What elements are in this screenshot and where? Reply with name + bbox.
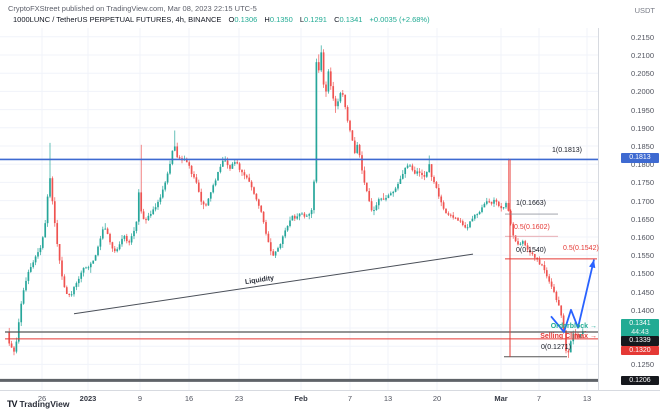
time-tick-label: 7 [347,394,353,403]
selling-climax-label: Selling Climax → [540,333,597,340]
price-badge: 0.1341 44:43 [621,319,659,337]
price-tick-label: 0.2100 [631,51,654,60]
time-tick-label: 13 [582,394,592,403]
high-key: H [264,15,270,24]
price-tick-label: 0.1600 [631,233,654,242]
publish-attribution: CryptoFXStreet published on TradingView.… [8,4,257,13]
close-value: 0.1341 [339,15,363,24]
time-tick-label: 16 [184,394,194,403]
price-tick-label: 0.1900 [631,123,654,133]
low-key: L [299,15,305,24]
time-tick-label: 9 [137,394,143,403]
price-axis-separator [598,28,599,390]
fib2-level-05-label: 0.5(0.1542) [563,245,599,252]
price-badge: 0.1206 [621,375,659,385]
time-tick-label: Mar [494,394,508,403]
candle-countdown: 44:43 [631,328,649,336]
candlesticks [8,45,587,358]
close-key: C [334,15,340,24]
price-badge: 0.1339 [621,336,659,346]
tradingview-watermark[interactable]: TV TradingView [7,399,69,409]
orderblock-label: Orderblock → [550,323,597,330]
open-key: O [228,15,235,24]
key-level-lines [0,158,598,382]
fib1-level-05-label: 0.5(0.1602) [514,224,550,231]
time-tick-label: 7 [536,394,542,403]
price-tick-label: 0.1650 [631,214,654,224]
fib1-level-1-label: 1(0.1663) [516,200,546,207]
fib1-level-0-label: 0(0.1540) [516,247,546,254]
price-tick-label: 0.1550 [631,251,654,261]
open-value: 0.1306 [234,15,258,24]
price-tick-label: 0.1850 [631,142,654,151]
price-tick-label: 0.2000 [631,87,654,97]
liquidity-trendline [73,253,474,315]
quote-currency-label: USDT [634,6,655,15]
price-tick-label: 0.1250 [631,360,654,370]
time-tick-label: 20 [432,394,442,403]
price-tick-label: 0.1700 [631,196,654,206]
low-value: 0.1291 [304,15,327,24]
tradingview-logo-icon: TV [7,399,17,409]
projection-arrow [550,259,595,333]
price-tick-label: 0.2150 [631,32,654,42]
price-tick-label: 0.1450 [631,287,654,297]
tradingview-watermark-text: TradingView [19,399,70,409]
price-badge: 0.1320 [621,345,659,355]
time-tick-label: 13 [383,394,393,403]
projection-arrowhead [589,259,596,269]
price-tick-label: 0.1950 [631,105,654,115]
time-tick-label: Feb [294,394,308,403]
price-tick-label: 0.1750 [631,178,654,188]
price-tick-label: 0.1400 [631,305,654,315]
gridlines [0,28,598,390]
time-tick-label: 2023 [79,394,97,403]
fib-retracement-lines [504,159,597,358]
fib2-level-0-label: 0(0.1271) [541,344,571,351]
high-value: 0.1350 [269,15,293,24]
symbol-info-bar: 1000LUNC / TetherUS PERPETUAL FUTURES, 4… [13,15,430,24]
time-tick-label: 26 [37,394,47,403]
price-tick-label: 0.1500 [631,269,654,279]
price-tick-label: 0.1800 [631,160,654,170]
time-axis-separator [0,390,660,391]
price-tick-label: 0.2050 [631,69,654,79]
price-change: +0.0035 (+2.68%) [369,15,430,24]
price-badge: 0.1813 [621,153,659,163]
time-tick-label: 23 [234,394,244,403]
symbol-title: 1000LUNC / TetherUS PERPETUAL FUTURES, 4… [13,15,222,24]
fib2-level-1-label: 1(0.1813) [552,147,582,154]
